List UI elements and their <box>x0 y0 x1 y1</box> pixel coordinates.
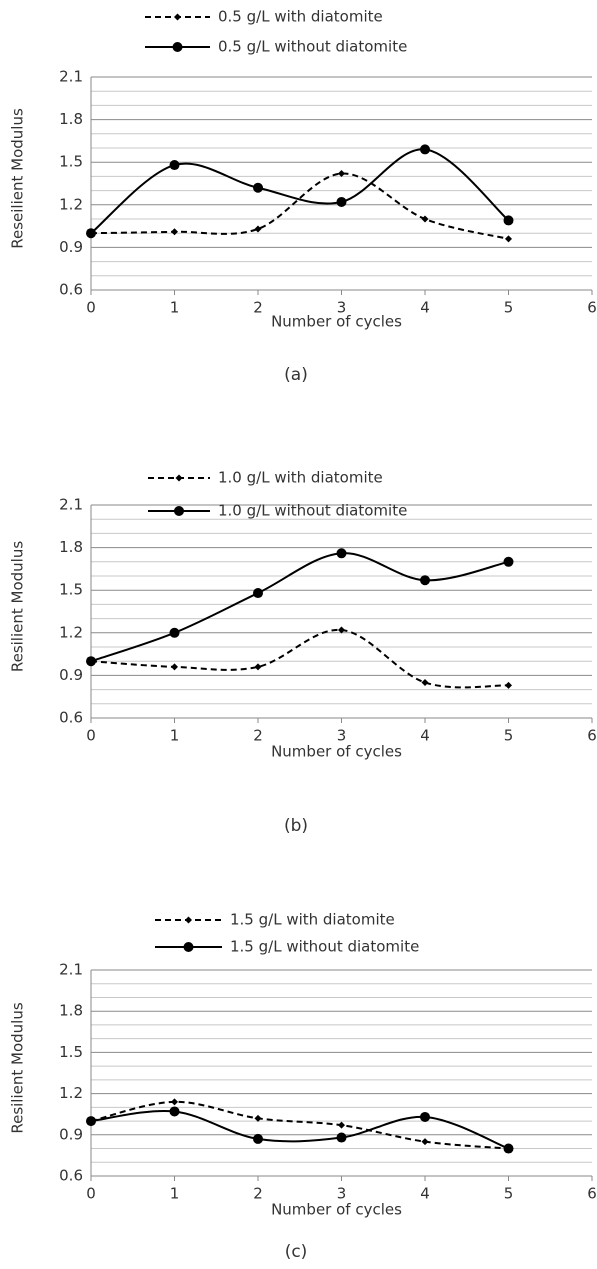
x-tick-label: 6 <box>587 727 597 745</box>
marker <box>253 588 263 599</box>
x-tick-label: 5 <box>504 727 514 745</box>
marker <box>86 656 96 667</box>
y-tick-label: 2.1 <box>59 961 83 979</box>
caption: (a) <box>284 365 308 385</box>
marker <box>254 663 262 671</box>
y-tick-label: 0.6 <box>59 281 83 299</box>
marker <box>338 626 345 634</box>
marker <box>420 144 430 155</box>
x-axis-label: Number of cycles <box>271 313 402 331</box>
y-tick-label: 0.6 <box>59 1167 83 1185</box>
x-tick-label: 1 <box>170 1185 180 1203</box>
marker <box>171 1098 178 1106</box>
caption: (c) <box>285 1242 308 1262</box>
series-line <box>90 628 509 689</box>
y-tick-label: 1.5 <box>59 1043 83 1061</box>
series-line <box>90 172 509 240</box>
y-tick-label: 1.8 <box>59 1002 83 1020</box>
marker <box>86 228 96 239</box>
x-tick-label: 3 <box>337 727 347 745</box>
legend-marker <box>175 474 183 482</box>
marker <box>505 235 512 243</box>
marker <box>254 1114 262 1122</box>
x-tick-label: 3 <box>337 299 347 317</box>
marker <box>86 1116 96 1127</box>
marker <box>171 228 178 236</box>
marker <box>421 1138 429 1146</box>
y-tick-label: 1.8 <box>59 110 83 128</box>
y-tick-label: 1.2 <box>59 195 83 213</box>
y-tick-label: 0.9 <box>59 1125 83 1143</box>
x-tick-label: 5 <box>504 299 514 317</box>
marker <box>503 556 514 567</box>
x-tick-label: 4 <box>420 727 430 745</box>
x-axis-label: Number of cycles <box>271 743 402 761</box>
legend-label: 1.5 g/L without diatomite <box>230 938 419 956</box>
y-axis-label: Resilient Modulus <box>9 1002 27 1134</box>
y-tick-label: 0.9 <box>59 666 83 684</box>
legend-marker <box>185 916 192 924</box>
series-line <box>90 552 509 663</box>
x-tick-label: 3 <box>337 1185 347 1203</box>
y-tick-label: 2.1 <box>59 68 83 86</box>
x-tick-label: 5 <box>504 1185 514 1203</box>
y-tick-label: 1.5 <box>59 581 83 599</box>
x-tick-label: 2 <box>253 1185 263 1203</box>
legend-label: 0.5 g/L without diatomite <box>218 38 407 56</box>
x-tick-label: 2 <box>253 299 263 317</box>
y-tick-label: 0.6 <box>59 709 83 727</box>
y-tick-label: 0.9 <box>59 238 83 256</box>
x-tick-label: 2 <box>253 727 263 745</box>
legend-marker <box>174 13 181 21</box>
marker <box>169 160 180 171</box>
marker <box>254 225 262 233</box>
marker <box>336 196 347 207</box>
y-axis-label: Resilient Modulus <box>9 541 27 673</box>
marker <box>503 215 514 226</box>
x-tick-label: 1 <box>170 299 180 317</box>
y-tick-label: 1.2 <box>59 1084 83 1102</box>
marker <box>338 170 345 178</box>
legend-marker <box>172 42 183 52</box>
legend-label: 1.5 g/L with diatomite <box>230 911 395 929</box>
marker <box>336 1132 347 1143</box>
legend-label: 0.5 g/L with diatomite <box>218 8 383 26</box>
marker <box>336 548 347 559</box>
x-tick-label: 0 <box>86 727 96 745</box>
legend-marker <box>183 942 194 952</box>
marker <box>421 679 429 686</box>
legend-marker <box>174 506 184 516</box>
series-line <box>90 148 510 234</box>
y-tick-label: 2.1 <box>59 496 83 514</box>
marker <box>421 215 429 223</box>
marker <box>171 663 178 671</box>
marker <box>253 1133 263 1144</box>
marker <box>505 681 512 689</box>
caption: (b) <box>284 816 308 836</box>
marker <box>338 1121 345 1129</box>
series-line <box>90 1100 509 1150</box>
x-tick-label: 6 <box>587 299 597 317</box>
y-tick-label: 1.2 <box>59 623 83 641</box>
x-tick-label: 6 <box>587 1185 597 1203</box>
x-tick-label: 4 <box>420 299 430 317</box>
series-line <box>90 1109 509 1150</box>
x-tick-label: 0 <box>86 299 96 317</box>
marker <box>169 1106 180 1117</box>
marker <box>503 1143 514 1154</box>
marker <box>420 1111 430 1122</box>
x-axis-label: Number of cycles <box>271 1201 402 1219</box>
y-tick-label: 1.8 <box>59 538 83 556</box>
x-tick-label: 0 <box>86 1185 96 1203</box>
marker <box>253 182 263 193</box>
marker <box>169 627 180 638</box>
y-axis-label: Reseilient Modulus <box>9 108 27 249</box>
x-tick-label: 4 <box>420 1185 430 1203</box>
y-tick-label: 1.5 <box>59 153 83 171</box>
x-tick-label: 1 <box>170 727 180 745</box>
legend-label: 1.0 g/L with diatomite <box>218 469 383 487</box>
legend-label: 1.0 g/L without diatomite <box>218 502 407 520</box>
marker <box>420 575 430 586</box>
